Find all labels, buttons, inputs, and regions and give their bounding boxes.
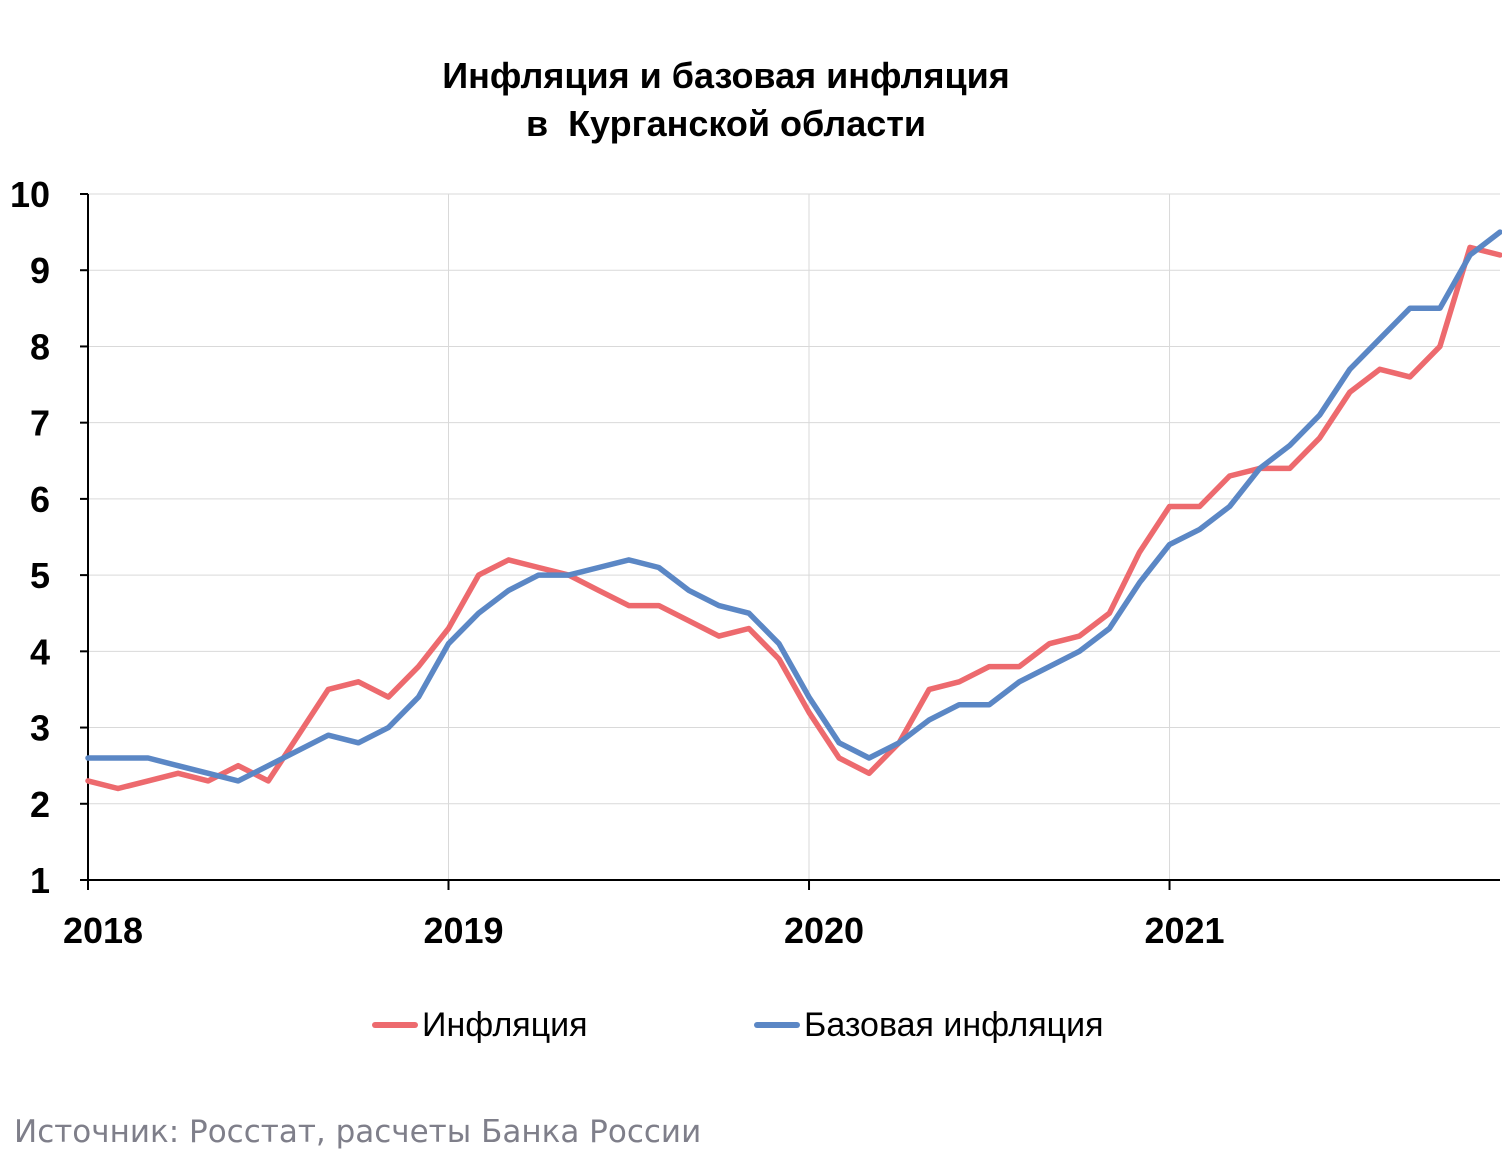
y-tick-label: 10 — [10, 174, 50, 215]
chart-title: Инфляция и базовая инфляция в Курганской… — [0, 52, 1452, 148]
y-tick-label: 3 — [30, 708, 50, 749]
source-note: Источник: Росстат, расчеты Банка России — [14, 1114, 702, 1150]
chart-title-line2: в Курганской области — [525, 103, 927, 144]
legend-item-core-inflation: Базовая инфляция — [754, 1000, 1104, 1050]
tick-labels: 1 2 3 4 5 6 7 8 9 10 2018 2019 2020 2021 — [10, 174, 1225, 951]
x-tick-label: 2021 — [1144, 910, 1224, 951]
axes — [80, 193, 1500, 890]
legend-label-inflation: Инфляция — [422, 1005, 588, 1044]
series-line-inflation — [85, 244, 1502, 792]
y-tick-label: 9 — [30, 250, 50, 291]
chart-title-line1: Инфляция и базовая инфляция — [442, 55, 1010, 96]
legend-swatch-core-inflation — [754, 1022, 800, 1028]
series-line-core-inflation — [85, 229, 1502, 784]
series-lines — [85, 229, 1502, 792]
y-tick-label: 8 — [30, 326, 50, 367]
y-tick-label: 1 — [30, 860, 50, 901]
legend-item-inflation: Инфляция — [372, 1000, 588, 1050]
x-tick-label: 2020 — [784, 910, 864, 951]
x-tick-label: 2018 — [63, 910, 143, 951]
y-tick-label: 2 — [30, 784, 50, 825]
legend-swatch-inflation — [372, 1022, 418, 1028]
y-tick-label: 5 — [30, 555, 50, 596]
y-tick-label: 6 — [30, 479, 50, 520]
gridlines — [88, 193, 1500, 880]
legend-label-core-inflation: Базовая инфляция — [804, 1005, 1104, 1044]
x-tick-label: 2019 — [423, 910, 503, 951]
y-tick-label: 7 — [30, 403, 50, 444]
y-tick-label: 4 — [30, 631, 50, 672]
